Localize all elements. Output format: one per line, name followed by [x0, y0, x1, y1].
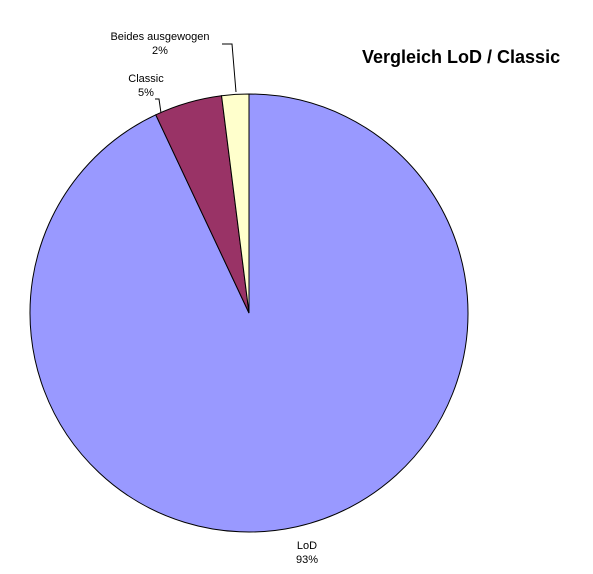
chart-title: Vergleich LoD / Classic: [362, 47, 561, 67]
slice-value-lod: 93%: [296, 554, 318, 566]
slice-label-beides-ausgewogen: Beides ausgewogen: [110, 31, 209, 43]
slice-value-classic: 5%: [138, 87, 154, 99]
slice-value-beides-ausgewogen: 2%: [152, 45, 168, 57]
slice-label-classic: Classic: [128, 73, 164, 85]
leader-line-classic: [155, 98, 162, 114]
leader-line-beides-ausgewogen: [222, 43, 237, 93]
pie-slice-beides-ausgewogen: [220, 93, 250, 314]
slice-label-lod: LoD: [297, 540, 317, 552]
